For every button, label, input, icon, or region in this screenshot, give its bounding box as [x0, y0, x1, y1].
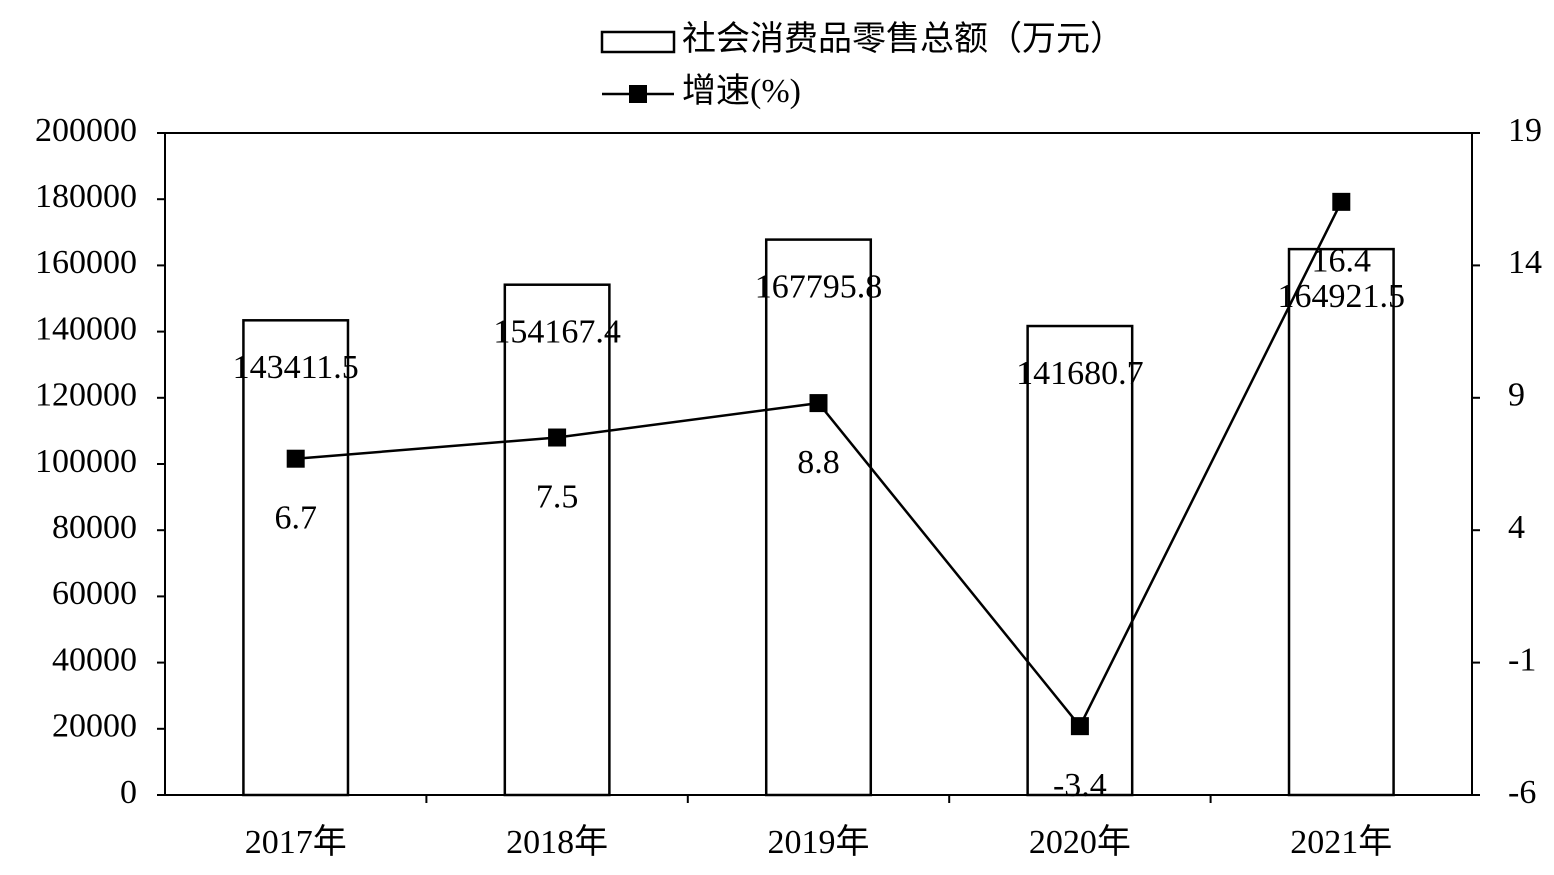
bar-value-label: 141680.7 [1016, 355, 1144, 392]
line-value-label: 16.4 [1312, 243, 1372, 280]
y-tick-label: 40000 [52, 641, 137, 678]
line-marker [1070, 717, 1089, 736]
line-marker [1332, 192, 1351, 211]
legend-label: 社会消费品零售总额（万元） [682, 20, 1124, 58]
bar [242, 319, 350, 797]
y-tick-label: 80000 [52, 509, 137, 546]
x-tick-label: 2017年 [245, 823, 347, 861]
y-tick-label: 20000 [52, 708, 137, 745]
line-value-label: 6.7 [274, 500, 317, 537]
bar-value-label: 167795.8 [755, 268, 883, 305]
y2-tick-label: 14 [1508, 244, 1542, 281]
bar-value-label: 143411.5 [233, 349, 359, 386]
bar-value-label: 164921.5 [1278, 278, 1406, 315]
y2-tick-label: -6 [1508, 774, 1536, 811]
legend-marker [629, 85, 647, 103]
y-tick-label: 120000 [35, 377, 137, 414]
legend-swatch [600, 30, 676, 54]
line-value-label: -3.4 [1053, 767, 1107, 804]
x-tick-label: 2018年 [506, 823, 608, 861]
x-tick-label: 2020年 [1029, 823, 1131, 861]
bar [1026, 324, 1134, 797]
y-tick-label: 60000 [52, 575, 137, 612]
line-marker [286, 449, 305, 468]
bar [1287, 247, 1395, 797]
y-tick-label: 100000 [35, 443, 137, 480]
y-tick-label: 160000 [35, 244, 137, 281]
y2-tick-label: 19 [1508, 112, 1542, 149]
y-tick-label: 140000 [35, 310, 137, 347]
bar-value-label: 154167.4 [493, 314, 621, 351]
line-value-label: 7.5 [536, 478, 579, 515]
x-tick-label: 2019年 [768, 823, 870, 861]
line-marker [548, 428, 567, 447]
y-tick-label: 200000 [35, 112, 137, 149]
y-tick-label: 180000 [35, 178, 137, 215]
y2-tick-label: 4 [1508, 509, 1525, 546]
y2-tick-label: -1 [1508, 641, 1536, 678]
x-tick-label: 2021年 [1290, 823, 1392, 861]
line-marker [809, 394, 828, 413]
line-value-label: 8.8 [797, 444, 840, 481]
y2-tick-label: 9 [1508, 377, 1525, 414]
y-tick-label: 0 [120, 774, 137, 811]
legend-label: 增速(%) [682, 72, 801, 110]
bar [503, 283, 611, 797]
bar [764, 238, 873, 797]
